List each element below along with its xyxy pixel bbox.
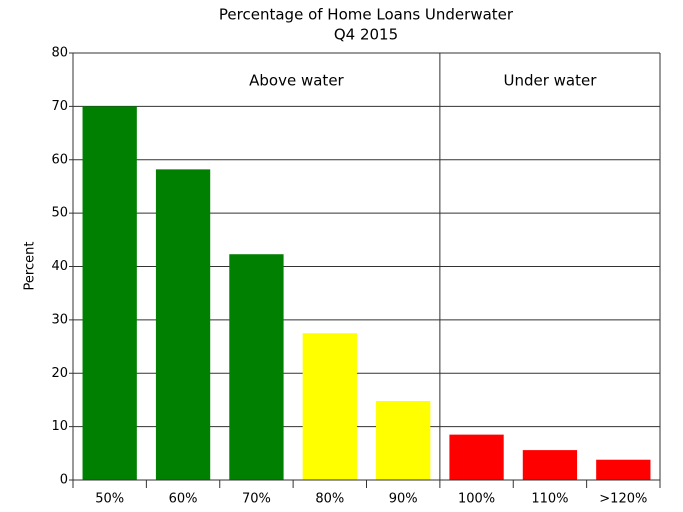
annotation: Above water — [249, 72, 344, 90]
chart-title: Percentage of Home Loans Underwater — [219, 6, 514, 24]
y-tick-label: 20 — [51, 366, 68, 381]
y-tick-label: 30 — [51, 312, 68, 327]
x-tick-label: >120% — [599, 492, 647, 507]
y-tick-label: 10 — [51, 419, 68, 434]
chart-subtitle: Q4 2015 — [334, 26, 398, 44]
x-tick-label: 60% — [169, 492, 198, 507]
y-tick-label: 50 — [51, 206, 68, 221]
bar — [596, 459, 651, 480]
bar — [155, 169, 211, 481]
y-tick-label: 60 — [51, 152, 68, 167]
bar — [376, 401, 431, 480]
x-tick-label: 110% — [531, 492, 568, 507]
bar — [229, 254, 284, 480]
y-tick-label: 40 — [51, 259, 68, 274]
y-axis-label: Percent — [23, 242, 38, 291]
x-tick-label: 70% — [242, 492, 271, 507]
y-tick-label: 70 — [51, 99, 68, 114]
x-tick-label: 90% — [389, 492, 418, 507]
x-tick-label: 50% — [95, 492, 124, 507]
annotation: Under water — [503, 72, 597, 90]
x-tick-label: 80% — [315, 492, 344, 507]
y-tick-label: 80 — [51, 46, 68, 61]
bar — [522, 450, 578, 480]
y-tick-label: 0 — [60, 473, 68, 488]
x-tick-label: 100% — [458, 492, 495, 507]
bar — [82, 106, 137, 480]
bar — [302, 333, 357, 480]
bar — [449, 434, 504, 480]
